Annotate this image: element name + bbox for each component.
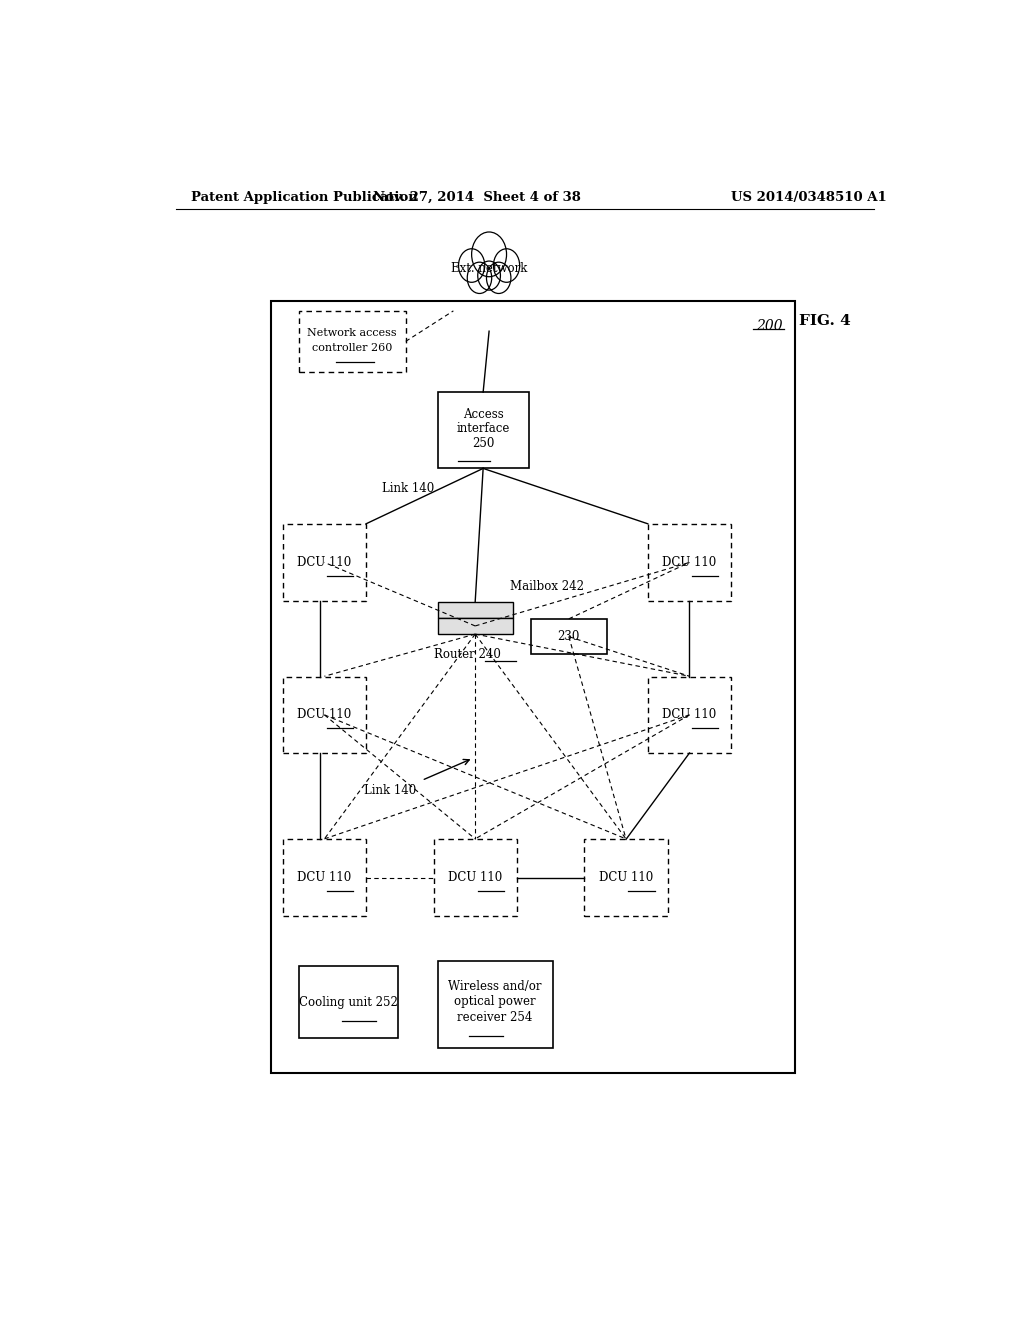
Circle shape [472,232,507,277]
Bar [437,618,513,634]
Circle shape [494,248,519,282]
Bar [299,966,397,1038]
Bar [283,524,367,601]
Text: 200: 200 [756,319,782,333]
Text: DCU 110: DCU 110 [297,709,351,721]
Text: Link 140: Link 140 [382,482,434,495]
Text: receiver 254: receiver 254 [458,1011,532,1024]
Bar [648,677,731,752]
Text: Patent Application Publication: Patent Application Publication [191,190,418,203]
Circle shape [486,263,511,293]
Text: Nov. 27, 2014  Sheet 4 of 38: Nov. 27, 2014 Sheet 4 of 38 [373,190,582,203]
Text: Router 240: Router 240 [434,648,501,661]
Text: 230: 230 [558,630,580,643]
Text: Cooling unit 252: Cooling unit 252 [299,995,397,1008]
Bar [433,840,517,916]
Circle shape [478,261,501,290]
Text: DCU 110: DCU 110 [663,556,717,569]
Bar [648,524,731,601]
Text: 250: 250 [472,437,495,450]
Bar [270,301,795,1073]
Text: Mailbox 242: Mailbox 242 [510,579,584,593]
Text: Network access: Network access [307,329,397,338]
Text: Access: Access [463,408,504,421]
Bar [437,392,528,469]
Bar [437,602,513,618]
Text: DCU 110: DCU 110 [297,871,351,884]
Text: DCU 110: DCU 110 [297,556,351,569]
Bar [585,840,668,916]
Text: Wireless and/or: Wireless and/or [449,979,542,993]
Text: US 2014/0348510 A1: US 2014/0348510 A1 [731,190,887,203]
Text: FIG. 4: FIG. 4 [799,314,850,329]
Text: DCU 110: DCU 110 [663,709,717,721]
Text: controller 260: controller 260 [312,343,392,354]
Circle shape [467,263,492,293]
Text: interface: interface [457,422,510,434]
Text: Link 140: Link 140 [364,784,416,797]
Bar [283,840,367,916]
Text: Ext. network: Ext. network [451,261,527,275]
Bar [299,312,406,372]
Bar [531,619,606,655]
Text: optical power: optical power [455,995,536,1008]
Text: DCU 110: DCU 110 [599,871,653,884]
Circle shape [459,248,484,282]
Bar [283,677,367,752]
Bar [437,961,553,1048]
Text: DCU 110: DCU 110 [449,871,503,884]
